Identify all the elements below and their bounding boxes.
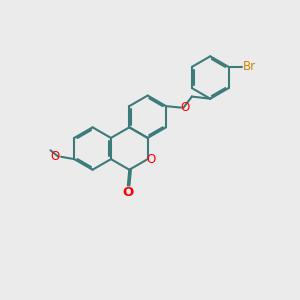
Text: O: O — [147, 153, 156, 166]
Text: O: O — [51, 150, 60, 163]
Text: O: O — [122, 186, 134, 199]
Text: Br: Br — [243, 60, 256, 74]
Text: O: O — [180, 101, 189, 114]
